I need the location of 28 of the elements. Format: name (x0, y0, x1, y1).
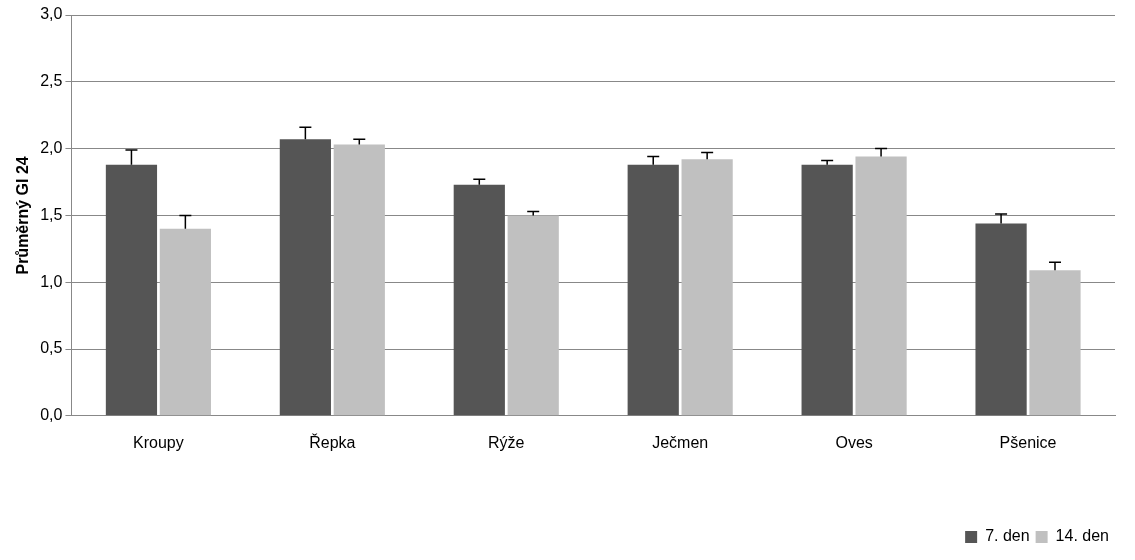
bar (279, 139, 331, 416)
bar (801, 164, 853, 416)
x-tick-label: Pšenice (999, 433, 1057, 451)
legend-label: 7. den (985, 527, 1030, 545)
y-axis-title: Průměrný GI 24 (14, 156, 32, 275)
bar (681, 159, 733, 416)
x-tick-label: Oves (835, 433, 873, 451)
legend-label: 14. den (1055, 527, 1110, 545)
x-tick-label: Řepka (309, 432, 356, 451)
y-tick-label: 0,0 (40, 406, 63, 424)
bar (855, 156, 907, 416)
y-tick-label: 0,5 (40, 339, 63, 357)
bar (453, 184, 505, 416)
x-tick-label: Kroupy (133, 433, 184, 451)
y-tick-label: 1,5 (40, 205, 63, 223)
y-tick-label: 2,0 (40, 139, 63, 157)
bar (159, 228, 211, 416)
bar (105, 164, 158, 416)
bar (333, 144, 385, 416)
x-tick-label: Ječmen (652, 433, 709, 451)
bar (1029, 270, 1081, 416)
bar (975, 223, 1027, 416)
bar (627, 164, 679, 416)
bar (507, 215, 559, 416)
y-tick-label: 1,0 (40, 272, 63, 290)
y-tick-label: 3,0 (40, 5, 63, 23)
x-tick-label: Rýže (488, 433, 525, 451)
y-tick-label: 2,5 (40, 72, 63, 90)
